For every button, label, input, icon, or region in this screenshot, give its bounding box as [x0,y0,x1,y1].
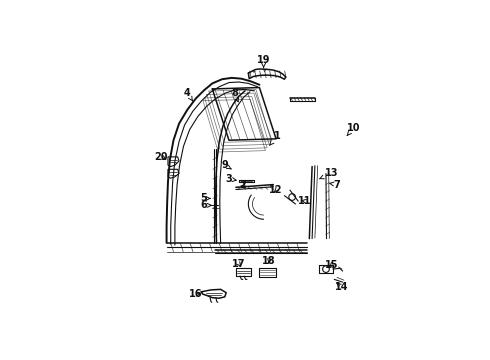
Text: 18: 18 [262,256,276,266]
Text: 19: 19 [257,55,270,68]
Text: 14: 14 [335,282,348,292]
Text: 11: 11 [298,196,312,206]
Text: 12: 12 [270,185,283,195]
Text: 17: 17 [232,258,245,269]
Text: 1: 1 [270,131,281,145]
Text: 16: 16 [189,289,202,299]
Text: 10: 10 [347,123,361,136]
Text: 13: 13 [319,168,338,179]
Text: 5: 5 [200,193,210,203]
Text: 7: 7 [330,180,341,190]
Text: 6: 6 [200,201,211,210]
Text: 3: 3 [225,174,236,184]
Text: 2: 2 [240,180,246,190]
Text: 4: 4 [184,88,193,101]
Text: 20: 20 [154,152,168,162]
Text: 15: 15 [325,260,338,270]
Text: 9: 9 [221,160,231,170]
Text: 8: 8 [231,88,239,102]
